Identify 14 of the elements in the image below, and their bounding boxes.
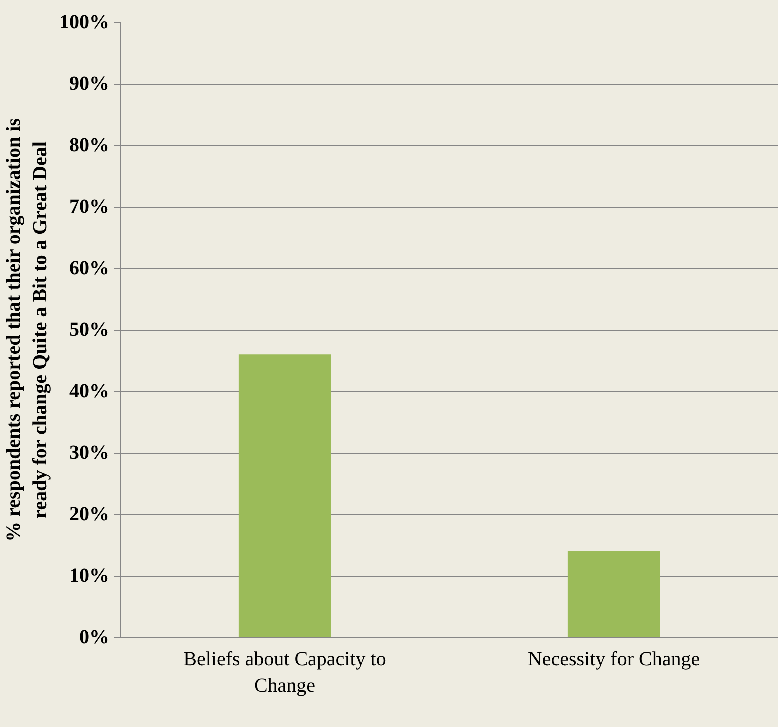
y-tick-label: 20%: [70, 504, 110, 526]
y-tick-label: 100%: [60, 12, 110, 34]
y-tick-label: 40%: [70, 380, 110, 402]
y-tick-label: 70%: [70, 196, 110, 218]
y-axis-title: % respondents reported that their organization is ready for change Quite a Bit to a Great Deal: [3, 118, 52, 542]
y-tick-label: 0%: [80, 626, 110, 648]
x-tick-label: Necessity for Change: [528, 648, 700, 670]
y-tick-label: 90%: [70, 73, 110, 95]
y-tick-label: 50%: [70, 319, 110, 341]
y-tick-label: 80%: [70, 134, 110, 156]
y-tick-label: 10%: [70, 565, 110, 587]
y-tick-label: 30%: [70, 442, 110, 464]
y-tick-label: 60%: [70, 258, 110, 280]
x-tick-label: Beliefs about Capacity to Change: [184, 648, 386, 697]
